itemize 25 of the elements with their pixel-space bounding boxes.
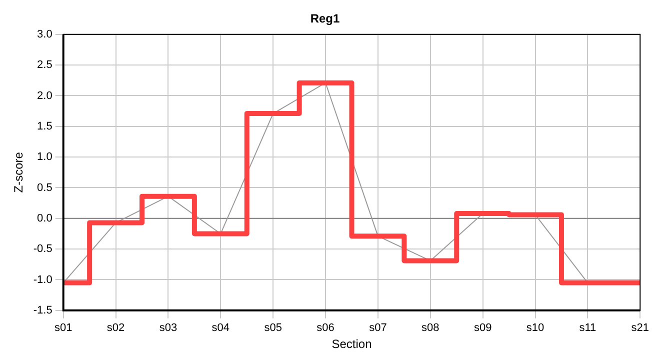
- y-tick-label: 2.5: [37, 59, 52, 72]
- y-tick-label: -1.0: [33, 274, 52, 286]
- x-tick-label: s01: [54, 322, 72, 334]
- x-tick-label: s02: [106, 322, 125, 334]
- y-tick-label: 2.0: [37, 90, 52, 102]
- x-tick-label: s09: [474, 322, 492, 334]
- chart-title: Reg1: [310, 12, 340, 26]
- y-tick-label: 1.5: [37, 120, 52, 132]
- x-tick-label: s04: [212, 322, 230, 334]
- y-axis-title: Z-score: [12, 152, 26, 193]
- y-tick-label: -1.5: [33, 304, 52, 316]
- x-tick-label: s10: [526, 322, 544, 334]
- y-tick-label: 0.5: [37, 182, 52, 194]
- y-tick-label: 0.0: [37, 212, 52, 224]
- x-tick-label: s03: [159, 322, 178, 334]
- x-tick-label: s06: [316, 322, 334, 334]
- x-tick-label: s21: [631, 322, 650, 334]
- y-tick-label: -0.5: [33, 243, 52, 256]
- x-tick-label: s11: [579, 322, 596, 334]
- y-tick-label: 1.0: [37, 151, 52, 164]
- x-tick-label: s08: [422, 322, 440, 334]
- x-tick-label: s05: [264, 322, 282, 334]
- x-axis-title: Section: [332, 337, 372, 352]
- y-tick-label: 3.0: [37, 28, 52, 40]
- x-tick-label: s07: [369, 322, 387, 334]
